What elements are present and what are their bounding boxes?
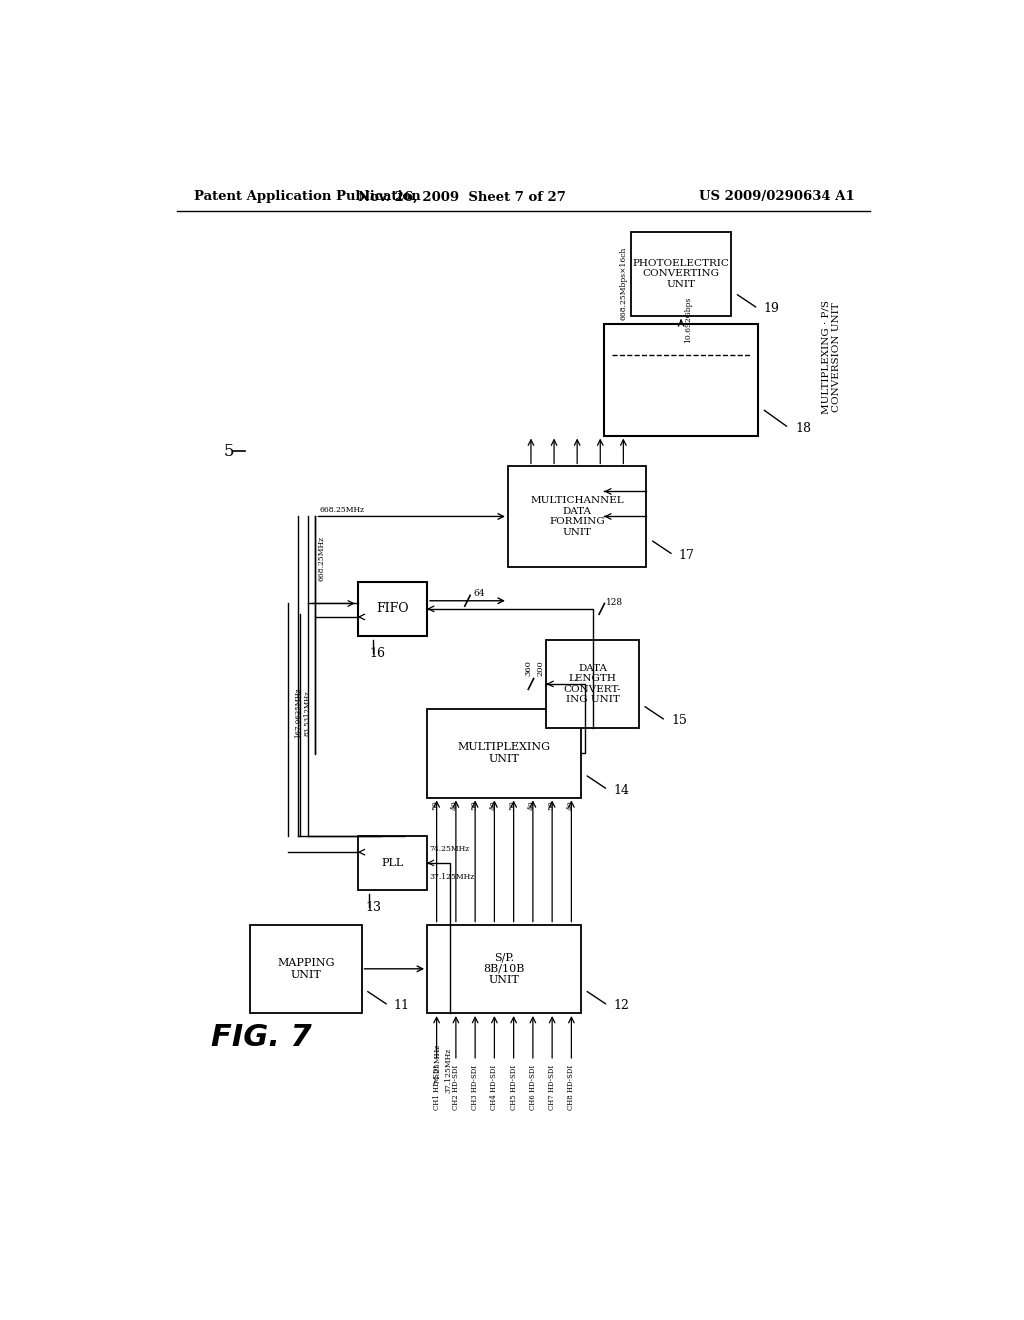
- Text: 40: 40: [452, 800, 459, 809]
- Text: 37.125MHz: 37.125MHz: [444, 1048, 452, 1093]
- Text: 167.0625MHz: 167.0625MHz: [294, 688, 302, 738]
- Text: PLL: PLL: [381, 858, 403, 869]
- Text: 14: 14: [613, 784, 630, 797]
- Bar: [357, 582, 427, 636]
- Text: 15: 15: [671, 714, 687, 727]
- Bar: [357, 836, 427, 890]
- Bar: [547, 640, 639, 729]
- Text: CH5 HD-SDI: CH5 HD-SDI: [510, 1065, 518, 1110]
- Text: CH3 HD-SDI: CH3 HD-SDI: [471, 1065, 479, 1110]
- Text: 16: 16: [370, 647, 385, 660]
- Bar: [508, 466, 646, 566]
- Text: 40: 40: [566, 800, 574, 809]
- Text: FIFO: FIFO: [376, 602, 409, 615]
- Text: CH8 HD-SDI: CH8 HD-SDI: [567, 1065, 575, 1110]
- Text: 12: 12: [613, 999, 629, 1012]
- Text: Nov. 26, 2009  Sheet 7 of 27: Nov. 26, 2009 Sheet 7 of 27: [357, 190, 565, 203]
- Text: 668.25Mbps×16ch: 668.25Mbps×16ch: [620, 247, 628, 321]
- Text: S/P.
8B/10B
UNIT: S/P. 8B/10B UNIT: [483, 952, 524, 986]
- Text: CH6 HD-SDI: CH6 HD-SDI: [528, 1065, 537, 1110]
- Text: 40: 40: [489, 800, 498, 809]
- Text: CH7 HD-SDI: CH7 HD-SDI: [548, 1065, 556, 1110]
- Text: 13: 13: [366, 902, 381, 915]
- Text: 37.125MHz: 37.125MHz: [429, 873, 474, 880]
- Bar: [631, 231, 731, 317]
- Text: CH1 HD-SDI: CH1 HD-SDI: [432, 1065, 440, 1110]
- Text: 18: 18: [795, 422, 811, 434]
- Text: 19: 19: [764, 302, 779, 315]
- Text: 668.25MHz: 668.25MHz: [319, 506, 365, 515]
- Text: 40: 40: [528, 800, 537, 809]
- Text: 74.25MHz: 74.25MHz: [433, 1044, 441, 1084]
- Text: MULTIPLEXING · P/S
CONVERSION UNIT: MULTIPLEXING · P/S CONVERSION UNIT: [821, 300, 841, 413]
- Bar: [604, 323, 758, 436]
- Text: 50: 50: [470, 800, 478, 809]
- Bar: [427, 924, 581, 1014]
- Text: MULTIPLEXING
UNIT: MULTIPLEXING UNIT: [458, 742, 551, 764]
- Bar: [250, 924, 361, 1014]
- Text: 200: 200: [537, 660, 544, 676]
- Text: CH2 HD-SDI: CH2 HD-SDI: [452, 1065, 460, 1110]
- Text: US 2009/0290634 A1: US 2009/0290634 A1: [698, 190, 854, 203]
- Text: FIG. 7: FIG. 7: [211, 1023, 312, 1052]
- Text: 360: 360: [524, 660, 532, 676]
- Text: 50: 50: [432, 800, 440, 809]
- Text: 50: 50: [548, 800, 555, 809]
- Text: 50: 50: [509, 800, 517, 809]
- Text: 5: 5: [224, 442, 234, 459]
- Text: 128: 128: [605, 598, 623, 607]
- Text: DATA
LENGTH
CONVERT-
ING UNIT: DATA LENGTH CONVERT- ING UNIT: [564, 664, 622, 704]
- Text: 11: 11: [394, 999, 410, 1012]
- Text: MULTICHANNEL
DATA
FORMING
UNIT: MULTICHANNEL DATA FORMING UNIT: [530, 496, 624, 536]
- Text: CH4 HD-SDI: CH4 HD-SDI: [490, 1065, 499, 1110]
- Text: 64: 64: [473, 590, 485, 598]
- Text: MAPPING
UNIT: MAPPING UNIT: [276, 958, 335, 979]
- Text: 74.25MHz: 74.25MHz: [429, 845, 470, 853]
- Text: 83.5312MHz: 83.5312MHz: [304, 690, 312, 735]
- Text: 10.692Gbps: 10.692Gbps: [684, 297, 692, 343]
- Bar: [427, 709, 581, 797]
- Text: PHOTOELECTRIC
CONVERTING
UNIT: PHOTOELECTRIC CONVERTING UNIT: [633, 259, 729, 289]
- Text: Patent Application Publication: Patent Application Publication: [195, 190, 421, 203]
- Text: 668.25MHz: 668.25MHz: [317, 536, 326, 581]
- Text: 17: 17: [679, 549, 694, 562]
